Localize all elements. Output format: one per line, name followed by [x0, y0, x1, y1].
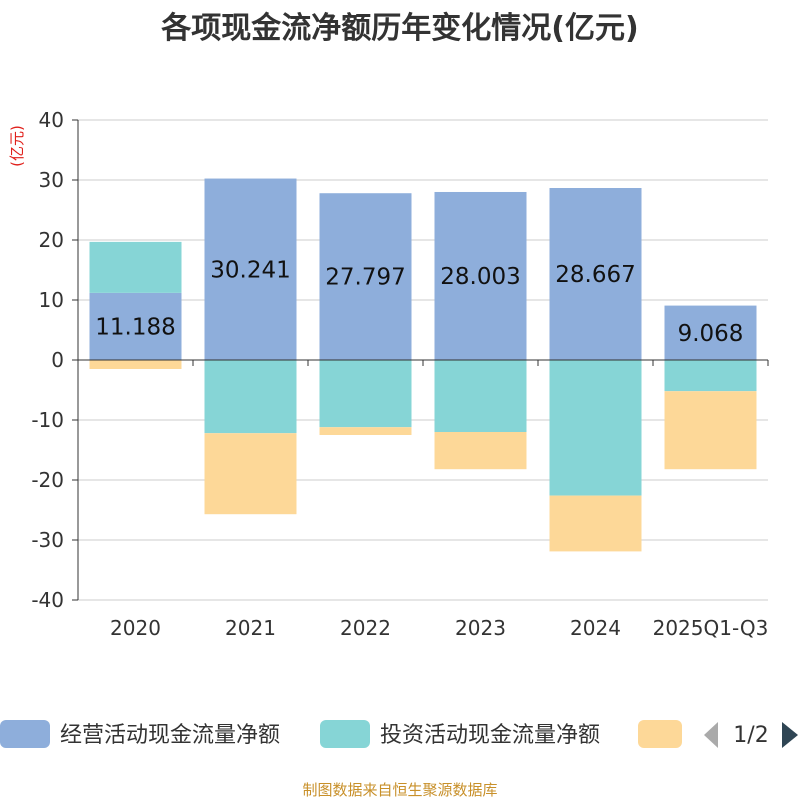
legend-label: 经营活动现金流量净额	[60, 723, 280, 748]
y-tick-label: 20	[39, 228, 64, 252]
bar-financing[interactable]	[204, 433, 297, 515]
y-tick-label: -20	[31, 468, 64, 492]
bar-investing[interactable]	[664, 360, 757, 392]
x-tick-label: 2021	[225, 616, 276, 640]
bar-operating[interactable]	[434, 191, 527, 360]
data-label: 30.241	[210, 257, 290, 283]
legend-item-operating[interactable]: 经营活动现金流量净额	[0, 720, 280, 748]
legend-item-financing[interactable]	[638, 720, 682, 748]
x-tick-label: 2020	[110, 616, 161, 640]
x-tick-label: 2023	[455, 616, 506, 640]
x-tick-label: 2022	[340, 616, 391, 640]
bar-financing[interactable]	[664, 391, 757, 470]
y-tick-label: 30	[39, 168, 64, 192]
x-tick-label: 2025Q1-Q3	[653, 616, 769, 640]
bar-financing[interactable]	[319, 427, 412, 435]
y-tick-label: 0	[51, 348, 64, 372]
y-tick-label: -40	[31, 588, 64, 612]
y-axis-unit: (亿元)	[8, 125, 26, 167]
legend-label: 投资活动现金流量净额	[380, 723, 600, 748]
legend-page-indicator: 1/2	[733, 723, 768, 748]
bar-investing[interactable]	[549, 360, 642, 496]
data-label: 28.667	[555, 262, 635, 288]
bar-operating[interactable]	[319, 193, 412, 360]
data-label: 11.188	[95, 314, 175, 340]
y-tick-label: -10	[31, 408, 64, 432]
legend-prev-arrow-icon[interactable]	[704, 722, 718, 748]
chart-title: 各项现金流净额历年变化情况(亿元)	[160, 11, 638, 46]
legend-swatch	[320, 720, 370, 748]
data-label: 28.003	[440, 264, 520, 290]
bar-financing[interactable]	[434, 432, 527, 470]
bar-operating[interactable]	[89, 292, 182, 360]
bar-operating[interactable]	[204, 178, 297, 360]
bar-investing[interactable]	[434, 360, 527, 432]
bar-financing[interactable]	[89, 360, 182, 369]
y-tick-label: 10	[39, 288, 64, 312]
bar-investing[interactable]	[319, 360, 412, 428]
bar-investing[interactable]	[204, 360, 297, 434]
data-source: 制图数据来自恒生聚源数据库	[302, 781, 497, 799]
legend-next-arrow-icon[interactable]	[782, 722, 798, 748]
legend-swatch	[0, 720, 50, 748]
bar-financing[interactable]	[549, 495, 642, 552]
bar-investing[interactable]	[89, 241, 182, 293]
y-tick-label: 40	[39, 108, 64, 132]
data-label: 27.797	[325, 265, 405, 291]
data-label: 9.068	[678, 321, 744, 347]
bar-operating[interactable]	[549, 187, 642, 360]
x-tick-label: 2024	[570, 616, 621, 640]
legend-swatch	[638, 720, 682, 748]
bar-operating[interactable]	[664, 305, 757, 360]
legend-item-investing[interactable]: 投资活动现金流量净额	[320, 720, 600, 748]
y-tick-label: -30	[31, 528, 64, 552]
